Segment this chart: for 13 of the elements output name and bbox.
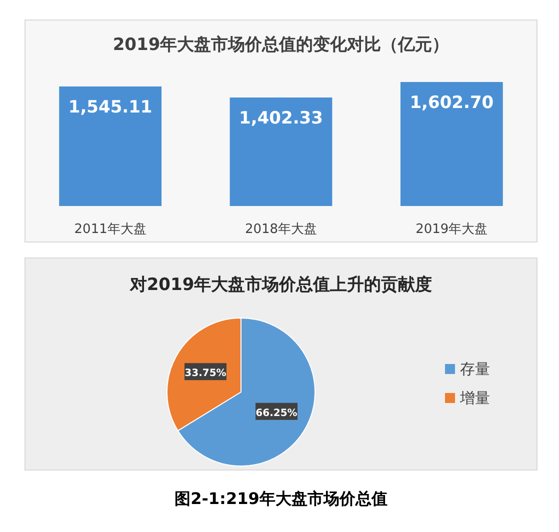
chart-title: 2019年大盘市场价总值的变化对比（亿元） [112,35,450,55]
chart-title: 对2019年大盘市场价总值上升的贡献度 [128,275,432,295]
legend-label: 增量 [459,389,490,407]
data-label: 33.75% [184,368,226,380]
data-label: 1,545.11 [68,97,152,118]
legend-label: 存量 [460,360,490,378]
x-tick-label: 2018年大盘 [244,222,318,237]
data-label: 66.25% [256,408,298,419]
caption: 图2-1:219年大盘市场价总值 [174,489,388,508]
x-tick-label: 2011年大盘 [74,222,146,237]
data-label: 1,402.33 [239,108,323,129]
data-label: 1,602.70 [410,93,494,113]
x-tick-label: 2019年大盘 [416,222,488,237]
